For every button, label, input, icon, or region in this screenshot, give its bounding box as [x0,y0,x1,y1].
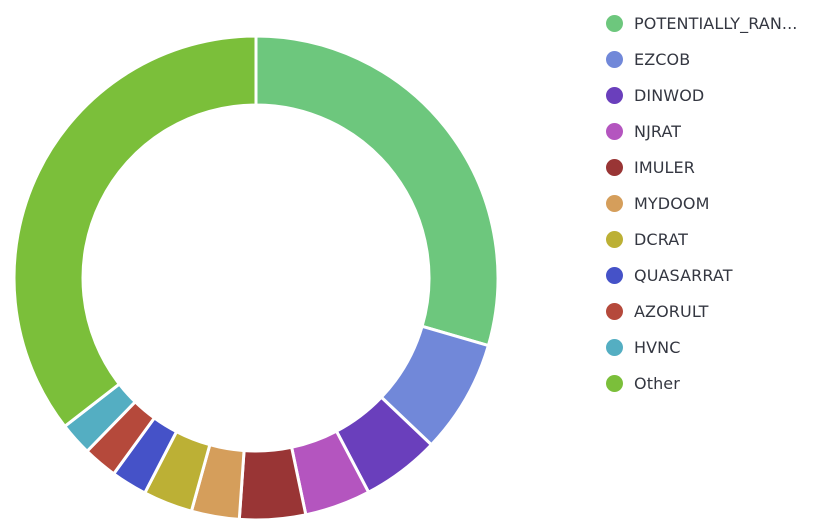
legend-item[interactable]: DCRAT [606,221,797,257]
legend-label: Other [634,373,680,393]
legend-swatch [606,86,623,104]
legend-label: DCRAT [634,229,688,249]
legend-item[interactable]: AZORULT [606,293,797,329]
legend: POTENTIALLY_RAN... EZCOB DINWOD NJRAT IMULER… [606,5,797,401]
legend-item[interactable]: NJRAT [606,113,797,149]
legend-item[interactable]: POTENTIALLY_RAN... [606,5,797,41]
legend-item[interactable]: QUASARRAT [606,257,797,293]
legend-item[interactable]: EZCOB [606,41,797,77]
legend-swatch [606,194,623,212]
legend-label: MYDOOM [634,193,710,213]
legend-label: DINWOD [634,85,705,105]
slice-potentially-ran[interactable] [254,34,500,348]
legend-item[interactable]: HVNC [606,329,797,365]
legend-swatch [606,50,623,68]
legend-item[interactable]: MYDOOM [606,185,797,221]
legend-item[interactable]: IMULER [606,149,797,185]
legend-label: AZORULT [634,301,709,321]
legend-swatch [606,338,623,356]
legend-item[interactable]: DINWOD [606,77,797,113]
legend-swatch [606,302,623,320]
legend-swatch [606,230,623,248]
legend-swatch [606,374,623,392]
legend-label: IMULER [634,157,695,177]
legend-item[interactable]: Other [606,365,797,401]
donut-chart [12,34,500,522]
legend-swatch [606,122,623,140]
legend-swatch [606,158,623,176]
legend-label: POTENTIALLY_RAN... [634,13,798,33]
slice-other[interactable] [12,34,258,428]
legend-label: EZCOB [634,49,691,69]
legend-swatch [606,266,623,284]
legend-label: QUASARRAT [634,265,733,285]
legend-label: NJRAT [634,121,682,141]
legend-label: HVNC [634,337,681,357]
legend-swatch [606,14,623,32]
